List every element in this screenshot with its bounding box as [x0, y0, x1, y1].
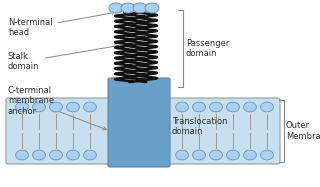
- Ellipse shape: [227, 102, 239, 112]
- Ellipse shape: [260, 150, 273, 160]
- Text: Passenger
domain: Passenger domain: [186, 39, 229, 58]
- Ellipse shape: [33, 150, 45, 160]
- Ellipse shape: [176, 150, 188, 160]
- Ellipse shape: [84, 150, 96, 160]
- Ellipse shape: [176, 102, 188, 112]
- Text: C-terminal
membrane
anchor: C-terminal membrane anchor: [8, 86, 106, 130]
- Ellipse shape: [50, 150, 62, 160]
- Ellipse shape: [210, 150, 222, 160]
- Ellipse shape: [16, 102, 28, 112]
- Ellipse shape: [193, 102, 205, 112]
- Ellipse shape: [33, 102, 45, 112]
- FancyBboxPatch shape: [108, 78, 170, 167]
- Ellipse shape: [67, 150, 79, 160]
- Ellipse shape: [50, 102, 62, 112]
- Ellipse shape: [244, 102, 256, 112]
- FancyBboxPatch shape: [6, 98, 280, 164]
- Text: Outer
Membrane: Outer Membrane: [286, 121, 320, 141]
- Text: Translocation
domain: Translocation domain: [172, 117, 228, 136]
- Ellipse shape: [121, 3, 135, 13]
- Ellipse shape: [133, 3, 147, 13]
- Ellipse shape: [84, 102, 96, 112]
- Ellipse shape: [16, 150, 28, 160]
- Ellipse shape: [210, 102, 222, 112]
- Ellipse shape: [260, 102, 273, 112]
- Ellipse shape: [244, 150, 256, 160]
- Text: Stalk
domain: Stalk domain: [8, 45, 118, 71]
- Ellipse shape: [193, 150, 205, 160]
- Ellipse shape: [67, 102, 79, 112]
- Ellipse shape: [109, 3, 123, 13]
- Ellipse shape: [145, 3, 159, 13]
- Ellipse shape: [227, 150, 239, 160]
- Text: N-terminal
head: N-terminal head: [8, 8, 136, 37]
